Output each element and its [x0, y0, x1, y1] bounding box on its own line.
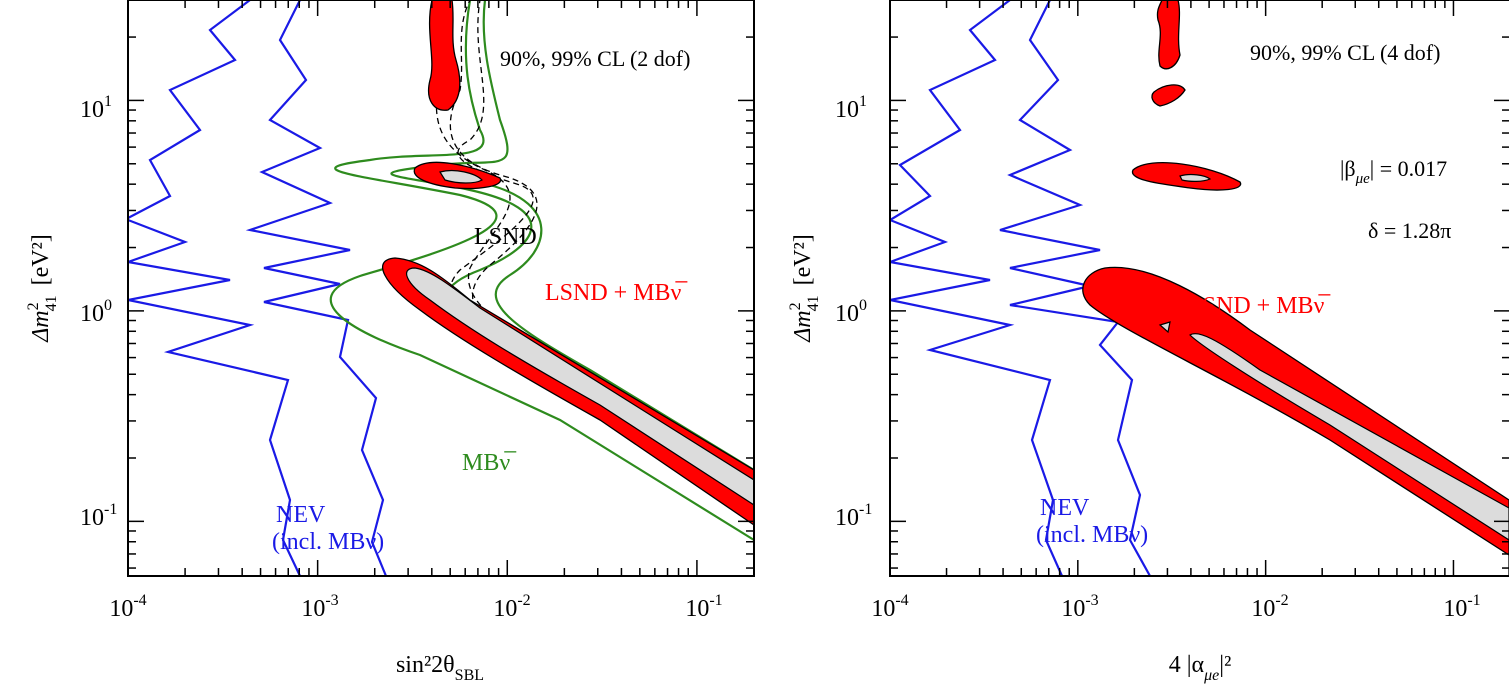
right-nev-sublabel: (incl. MBν)	[1036, 522, 1148, 548]
nev-outer-contour	[245, 0, 388, 576]
combined-90-band	[405, 267, 754, 506]
left-x-tick-1e-1: 10-1	[685, 592, 722, 622]
right-y-tick-1e-1: 10-1	[835, 501, 872, 531]
combined-99-blob-right	[1151, 84, 1186, 107]
left-axis-ticks	[127, 0, 755, 576]
left-lsnd-label: LSND	[474, 224, 537, 250]
left-x-tick-1e-4: 10-4	[109, 592, 146, 622]
left-x-tick-1e-3: 10-3	[301, 592, 338, 622]
nev-inner-contour	[128, 218, 301, 576]
right-axis-ticks	[889, 0, 1509, 576]
right-y-tick-labels: 10-1 100 101	[835, 93, 872, 531]
mb-outer-contour	[329, 0, 754, 541]
left-x-tick-1e-2: 10-2	[493, 592, 530, 622]
right-x-tick-1e-3: 10-3	[1061, 592, 1098, 622]
left-y-tick-labels: 10-1 100 101	[80, 93, 117, 531]
mb-middle-contour	[489, 183, 754, 471]
combined-99-stripe-right	[1156, 0, 1181, 70]
right-x-tick-1e-1: 10-1	[1443, 592, 1480, 622]
right-y-tick-1e0: 100	[835, 297, 867, 327]
lsnd-contour-1	[449, 0, 754, 511]
right-beta-label: |βμe| = 0.017	[1340, 156, 1447, 187]
right-x-tick-labels: 10-4 10-3 10-2 10-1	[871, 592, 1480, 622]
nev-outer-contour-right	[999, 0, 1151, 576]
nev-upper-left-contour	[128, 0, 251, 219]
left-y-tick-1e1: 101	[80, 93, 112, 123]
left-cl-label: 90%, 99% CL (2 dof)	[500, 46, 690, 71]
left-axes-frame	[127, 0, 755, 577]
left-x-axis-title: sin²2θSBL	[396, 652, 484, 684]
combined-90-island-right	[1179, 173, 1212, 182]
left-combined-label: LSND + MBν̅	[545, 280, 688, 306]
right-cl-label: 90%, 99% CL (4 dof)	[1250, 40, 1440, 65]
right-panel: 10-4 10-3 10-2 10-1 10-1 100 101 4 |αμe|…	[787, 0, 1509, 684]
left-y-axis-title: Δm241[eV²]	[25, 234, 60, 343]
right-y-tick-1e1: 101	[835, 93, 867, 123]
left-y-tick-1e0: 100	[80, 297, 112, 327]
left-mb-label: MBν̅	[462, 450, 517, 476]
left-nev-sublabel: (incl. MBν)	[272, 529, 384, 555]
left-x-tick-labels: 10-4 10-3 10-2 10-1	[109, 592, 722, 622]
right-axes-frame	[889, 0, 1509, 577]
combined-99-stripe	[428, 0, 461, 111]
combined-90-band-right	[1189, 333, 1509, 541]
left-y-tick-1e-1: 10-1	[80, 501, 117, 531]
right-delta-label: δ = 1.28π	[1368, 218, 1451, 243]
right-x-axis-title: 4 |αμe|²	[1169, 652, 1232, 684]
left-panel: 10-4 10-3 10-2 10-1 10-1 100 101 sin²2θS…	[25, 0, 755, 684]
combined-99-band-right	[1082, 266, 1509, 576]
combined-90-spot-right	[1158, 321, 1171, 334]
right-nev-label: NEV	[1040, 495, 1090, 521]
right-x-tick-1e-4: 10-4	[871, 592, 908, 622]
left-nev-label: NEV	[276, 502, 326, 528]
combined-90-island	[439, 169, 483, 184]
right-combined-label: LSND + MBν̅	[1188, 293, 1331, 319]
right-y-axis-title: Δm241[eV²]	[787, 234, 822, 343]
right-x-tick-1e-2: 10-2	[1251, 592, 1288, 622]
lsnd-contour-2	[449, 0, 754, 501]
nev-inner-contour-right	[890, 0, 1064, 576]
